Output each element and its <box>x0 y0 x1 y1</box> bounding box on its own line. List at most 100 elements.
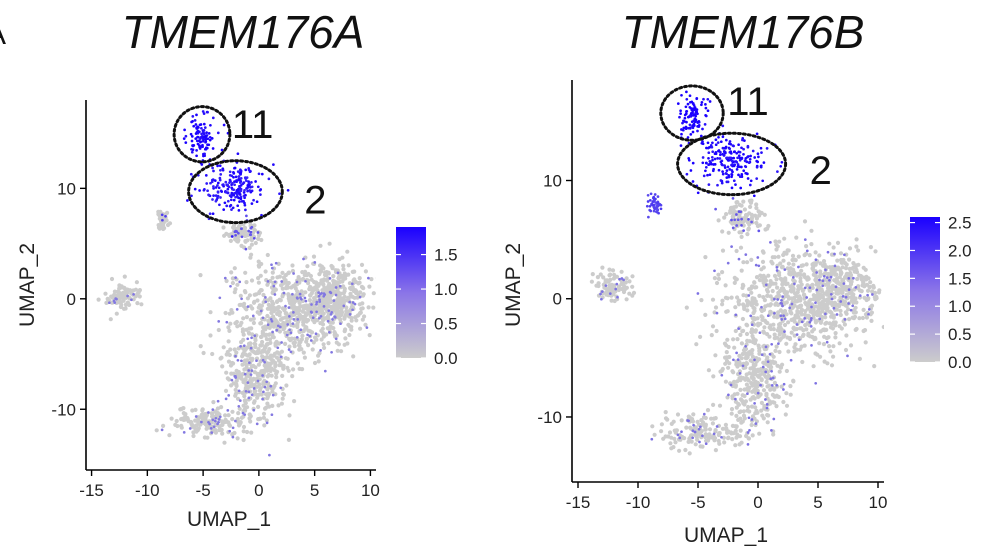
cell-point <box>276 324 280 328</box>
cell-point <box>240 227 243 231</box>
cell-point <box>361 292 366 297</box>
cell-point <box>844 271 850 276</box>
cell-point <box>730 163 733 167</box>
cell-point <box>714 143 718 147</box>
cell-point <box>714 207 717 211</box>
cell-point <box>235 324 240 329</box>
cell-point <box>846 307 851 312</box>
cell-point <box>335 288 340 293</box>
cell-point <box>740 172 744 176</box>
cell-point <box>332 299 336 302</box>
cell-point <box>260 172 264 176</box>
cell-point <box>809 242 814 247</box>
cell-point <box>263 269 268 274</box>
cell-point <box>698 334 703 339</box>
cell-point <box>229 198 233 202</box>
cell-point <box>306 333 309 337</box>
cell-point <box>833 264 837 268</box>
cell-point <box>735 351 738 355</box>
cell-point <box>117 297 122 302</box>
cell-point <box>780 282 785 287</box>
cell-point <box>779 277 784 282</box>
cell-point <box>341 291 346 296</box>
cell-point <box>744 331 750 337</box>
cell-point <box>239 195 243 199</box>
cell-point <box>270 290 275 295</box>
cell-point <box>740 156 744 160</box>
cell-point <box>763 278 769 283</box>
cell-point <box>843 266 849 271</box>
cell-point <box>206 137 210 141</box>
cell-point <box>736 299 741 304</box>
cell-point <box>353 302 357 306</box>
cell-point <box>780 318 784 321</box>
cell-point <box>749 290 754 295</box>
cell-point <box>786 261 792 266</box>
cell-point <box>764 370 768 374</box>
cell-point <box>278 325 282 329</box>
cell-point <box>843 347 849 353</box>
cell-point <box>810 316 813 320</box>
cell-point <box>261 325 266 330</box>
cell-point <box>741 348 747 353</box>
cell-point <box>328 277 332 280</box>
cell-point <box>756 374 761 379</box>
cell-point <box>765 406 769 410</box>
cell-point <box>112 289 117 294</box>
cell-point <box>233 237 238 242</box>
cell-point <box>210 431 214 434</box>
cell-point <box>706 173 709 177</box>
cell-point <box>285 333 289 337</box>
cell-point <box>765 289 771 294</box>
cell-point <box>108 317 113 322</box>
cell-point <box>236 358 240 362</box>
cell-point <box>682 126 686 130</box>
cell-point <box>833 266 839 271</box>
cell-point <box>760 151 763 154</box>
cell-point <box>738 150 742 154</box>
cell-point <box>219 419 224 424</box>
cell-point <box>815 288 819 292</box>
cell-point <box>226 413 231 418</box>
cell-point <box>741 302 746 307</box>
cell-point <box>202 154 205 158</box>
cell-point <box>741 413 747 418</box>
cell-point <box>240 354 245 359</box>
cell-point <box>223 201 227 205</box>
cell-point <box>748 204 753 209</box>
cell-point <box>791 325 796 330</box>
cell-point <box>612 272 617 277</box>
x-tick-label: 0 <box>753 493 762 512</box>
cell-point <box>233 391 238 396</box>
cell-point <box>717 135 720 139</box>
cell-point <box>754 263 758 267</box>
cell-point <box>839 281 844 286</box>
cell-point <box>244 179 248 183</box>
cell-point <box>608 272 613 277</box>
cell-point <box>624 276 629 281</box>
cell-point <box>333 316 337 319</box>
cell-point <box>697 427 701 431</box>
cell-point <box>748 366 753 371</box>
cell-point <box>304 339 309 344</box>
cell-point <box>351 354 356 359</box>
cell-point <box>765 332 770 337</box>
cell-point <box>754 205 759 211</box>
cell-point <box>190 150 194 154</box>
cell-point <box>209 427 213 430</box>
cell-point <box>756 152 760 156</box>
cell-point <box>749 154 752 158</box>
cell-point <box>606 279 612 284</box>
cell-point <box>745 160 749 164</box>
cell-point <box>256 185 260 189</box>
cell-point <box>600 297 603 301</box>
cell-point <box>759 383 762 387</box>
cell-point <box>740 419 745 424</box>
cell-point <box>271 314 276 319</box>
cell-point <box>841 285 846 290</box>
cell-point <box>723 151 727 155</box>
cell-point <box>737 154 741 158</box>
cell-point <box>854 270 860 275</box>
cell-point <box>830 297 834 301</box>
